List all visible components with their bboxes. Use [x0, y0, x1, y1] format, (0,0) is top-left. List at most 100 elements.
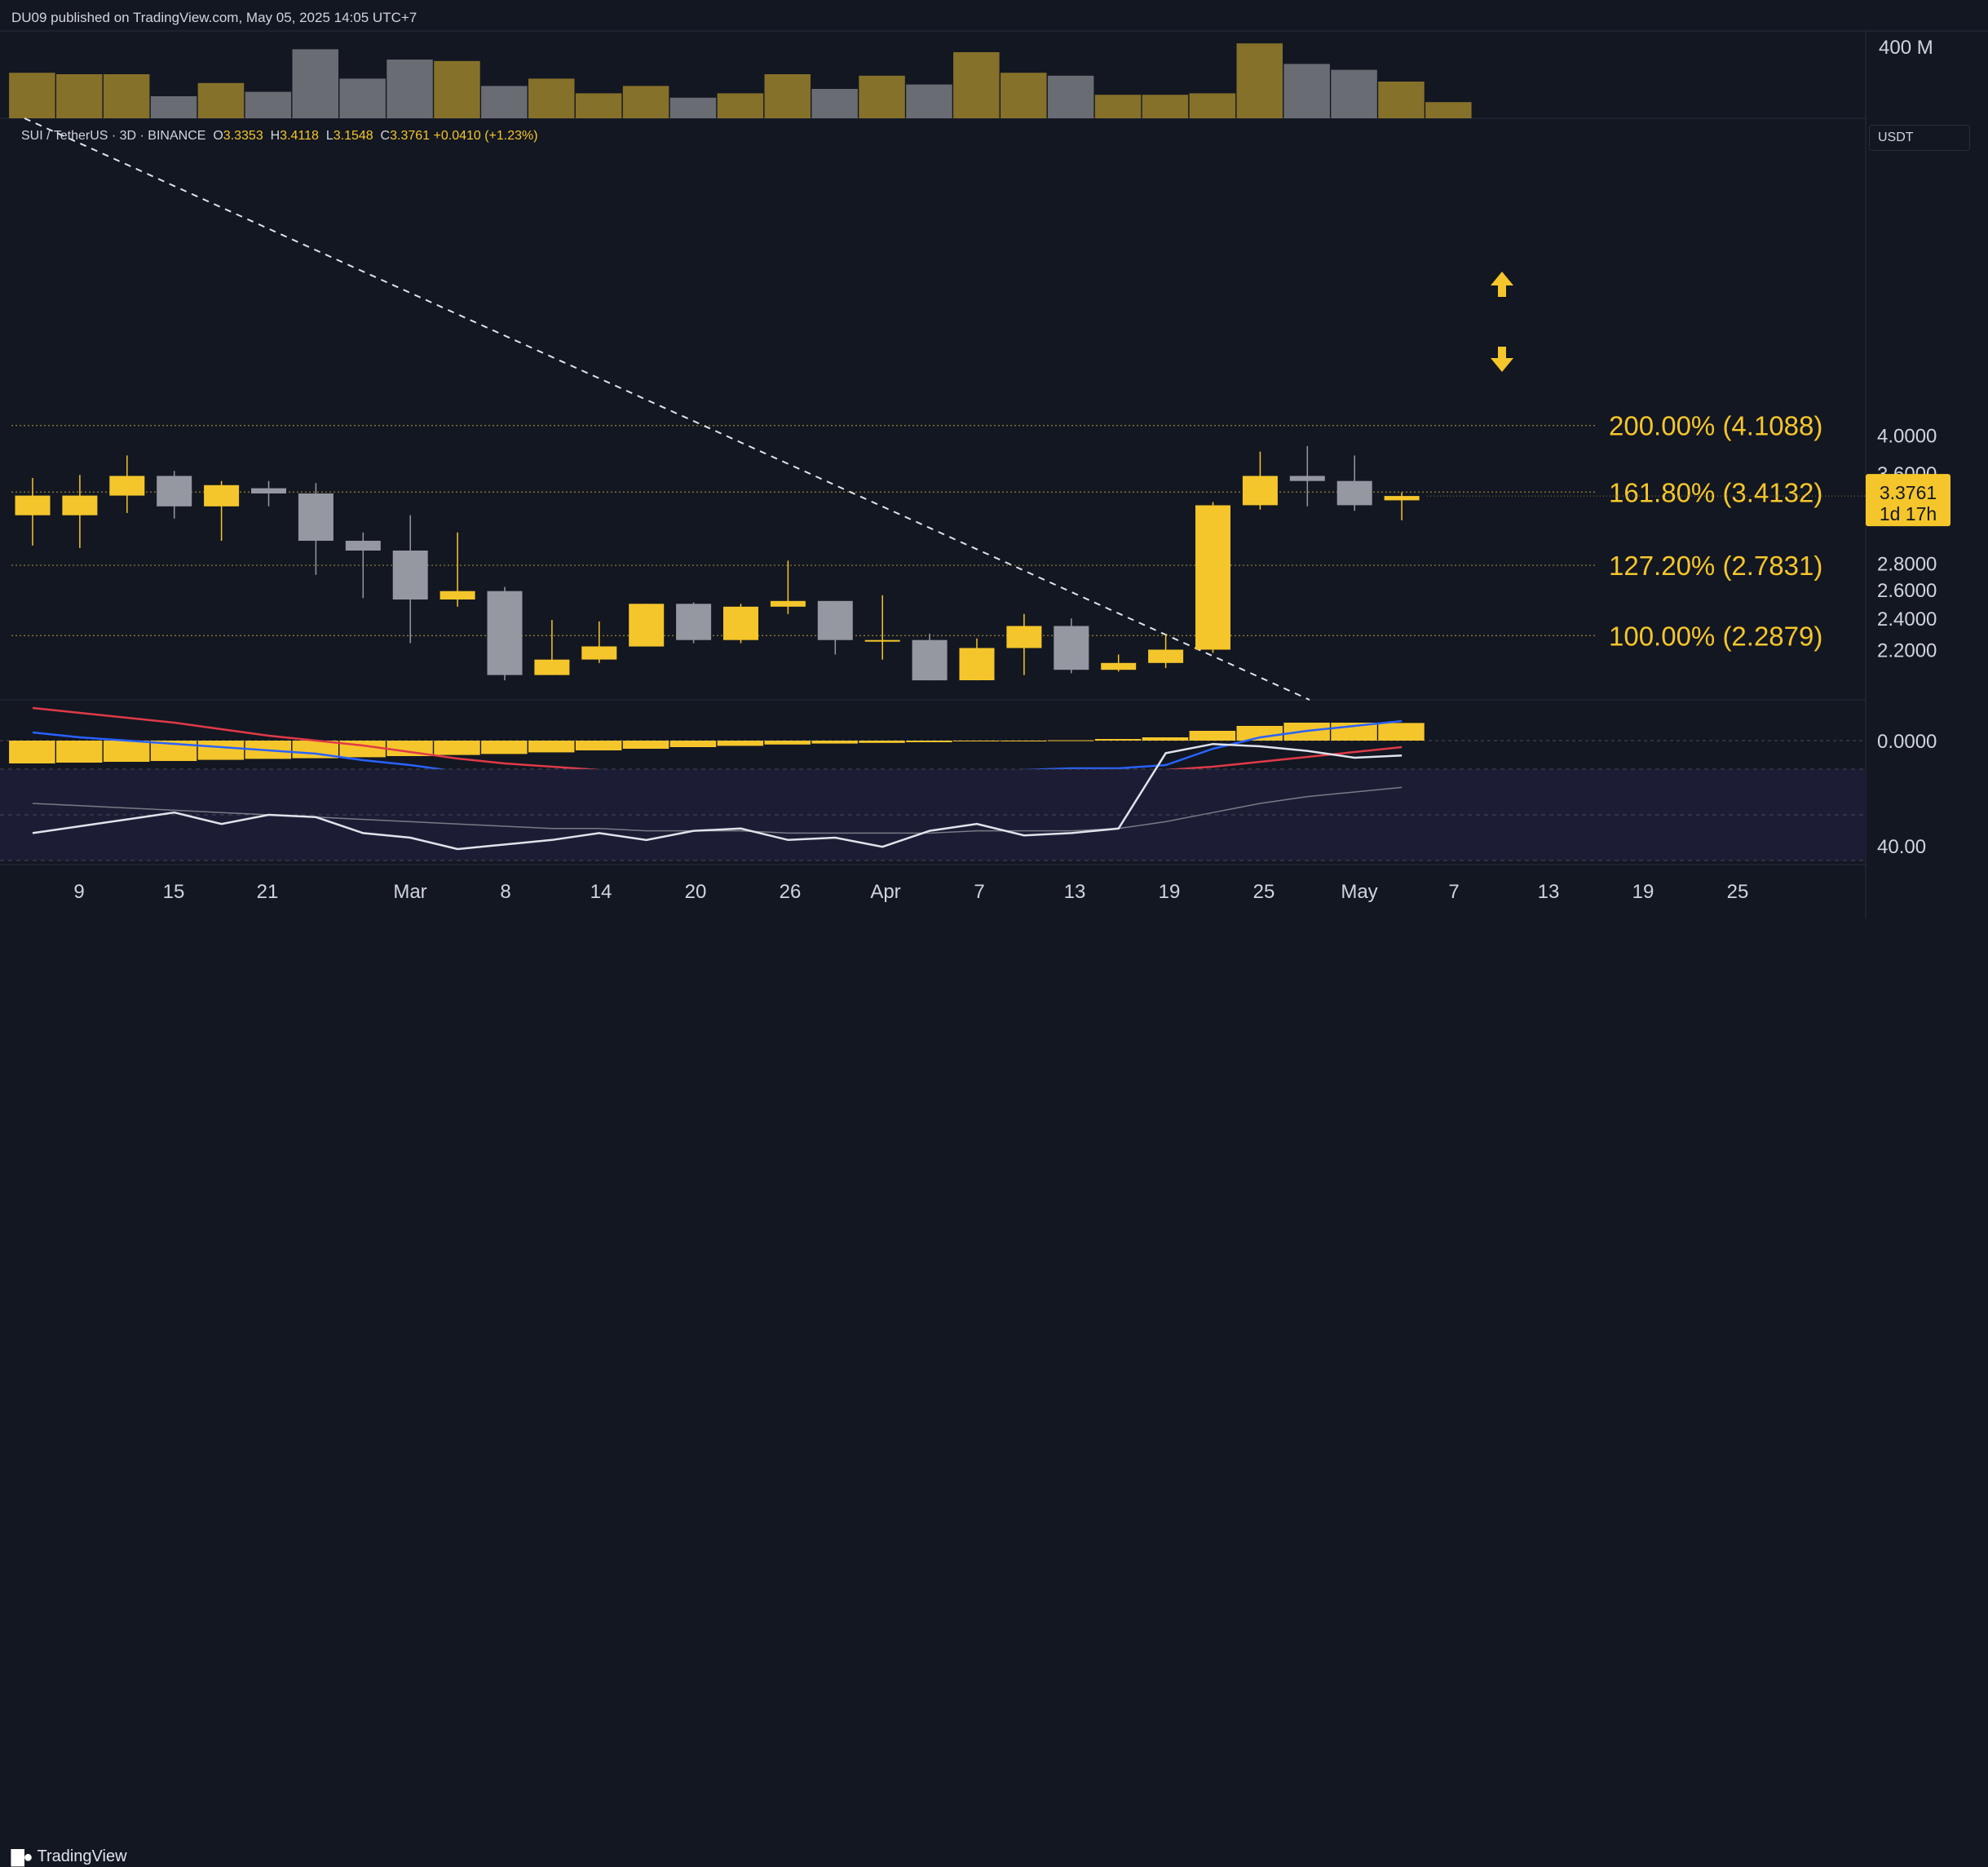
close-label: C [380, 129, 391, 143]
tradingview-logo[interactable]: ▇● TradingView [11, 1847, 127, 1867]
candle-body [157, 476, 192, 507]
header-bar: DU09 published on TradingView.com, May 0… [0, 0, 1988, 31]
macd-histogram-bar [1142, 737, 1189, 741]
volume-bar [1283, 64, 1330, 118]
volume-bar [1236, 43, 1283, 119]
candle-body [534, 659, 570, 675]
currency-button[interactable]: USDT [1869, 125, 1970, 151]
candle-body [581, 646, 617, 660]
candle-body [392, 551, 428, 599]
macd-histogram-bar [103, 741, 150, 762]
volume-bar [245, 91, 292, 118]
arrow-down-icon [1491, 347, 1513, 372]
volume-bar [1378, 82, 1425, 118]
candle-body [912, 639, 948, 681]
rsi-axis-label: 40.00 [1877, 836, 1926, 858]
volume-bar [1094, 95, 1142, 118]
trendline[interactable] [24, 117, 1310, 701]
volume-axis-label: 400 M [1879, 37, 1933, 59]
volume-bar [953, 52, 1000, 118]
candle-body [817, 600, 853, 640]
fib-levels[interactable]: 200.00% (4.1088) 161.80% (3.4132) 127.20% … [11, 411, 1822, 652]
symbol-legend[interactable]: SUI / TetherUS · 3D · BINANCE O3.3353 H3… [21, 129, 538, 144]
volume-bar [1189, 93, 1236, 118]
open-label: O [213, 129, 223, 143]
downtrend-line [24, 117, 1310, 701]
candle-body [959, 648, 995, 680]
volume-bar [103, 74, 150, 118]
time-axis-label: 21 [257, 881, 279, 903]
macd-histogram-bar [859, 741, 905, 743]
rsi-ma-line [32, 786, 1403, 834]
macd-histogram-bar [764, 741, 811, 745]
time-axis-label: 13 [1538, 881, 1560, 903]
volume-bar [339, 78, 386, 118]
direction-arrows[interactable] [1491, 272, 1513, 372]
candle-body [676, 604, 712, 640]
candles[interactable] [15, 445, 1420, 681]
price-axis[interactable]: 4.00003.60003.20002.80002.60002.40002.20… [1877, 426, 1937, 662]
macd-histogram-bar [1189, 731, 1236, 741]
time-axis-label: 15 [163, 881, 185, 903]
fib-label: 200.00% (4.1088) [1609, 411, 1822, 441]
candle-body [204, 484, 240, 507]
close-value: 3.3761 [390, 129, 431, 143]
time-axis-label: 7 [974, 881, 984, 903]
volume-bar [56, 74, 103, 118]
volume-bar [622, 86, 669, 118]
time-axis-label: 20 [685, 881, 707, 903]
time-axis-label: Apr [870, 881, 900, 903]
macd-histogram-bar [811, 741, 858, 744]
price-chart[interactable]: 400 M 200.00% (4.1088) 161.80% (3.4132) 12… [0, 0, 1988, 959]
candle-body [487, 591, 523, 675]
candle-body [109, 476, 145, 496]
macd-pane[interactable]: 0.0000 [0, 706, 1937, 778]
candle-body [251, 488, 286, 493]
volume-bar [292, 49, 338, 118]
rsi-line [32, 742, 1403, 851]
price-axis-label: 2.4000 [1877, 608, 1937, 630]
volume-bar [764, 74, 811, 118]
macd-histogram-bar [575, 741, 622, 750]
macd-histogram-bar [906, 741, 952, 742]
candle-body [1384, 496, 1420, 501]
fib-label: 127.20% (2.7831) [1609, 551, 1822, 581]
candle-body [1195, 505, 1230, 650]
arrow-up-icon [1491, 272, 1513, 297]
candle-body [1336, 480, 1372, 506]
time-axis-label: 13 [1064, 881, 1086, 903]
price-tag-countdown: 1d 17h [1880, 503, 1937, 524]
macd-histogram-bar [528, 741, 575, 753]
macd-histogram-bar [717, 741, 764, 746]
price-axis-label: 2.2000 [1877, 640, 1937, 662]
time-axis-label: May [1341, 881, 1377, 903]
volume-bar [1425, 102, 1472, 118]
rsi-pane[interactable]: 40.00 [0, 742, 1926, 861]
candle-body [345, 541, 381, 551]
candle-body [1101, 662, 1137, 670]
candle-body [1006, 626, 1042, 648]
time-axis-label: 26 [780, 881, 802, 903]
volume-bar [1001, 73, 1047, 118]
time-axis-label: 8 [500, 881, 510, 903]
candle-body [864, 639, 900, 642]
candle-body [1289, 476, 1325, 481]
time-axis[interactable]: 9 15 21 Mar 8 14 20 26 Apr 7 13 19 25 May 7 13 19 25 [73, 881, 1748, 903]
price-axis-label: 2.8000 [1877, 553, 1937, 575]
candle-body [1054, 626, 1089, 670]
time-axis-label: 7 [1448, 881, 1459, 903]
open-value: 3.3353 [223, 129, 263, 143]
time-axis-label: 19 [1159, 881, 1181, 903]
candle-body [62, 495, 98, 515]
macd-histogram-bar [481, 741, 528, 754]
volume-bar [811, 89, 858, 118]
volume-bar [197, 82, 245, 118]
candle-body [629, 604, 665, 647]
macd-histogram-bar [9, 741, 55, 763]
macd-axis-label: 0.0000 [1877, 731, 1937, 753]
volume-bar [575, 93, 622, 118]
price-tag-price: 3.3761 [1880, 482, 1937, 503]
macd-histogram-bar [197, 741, 245, 760]
volume-bars: 400 M [9, 37, 1933, 119]
